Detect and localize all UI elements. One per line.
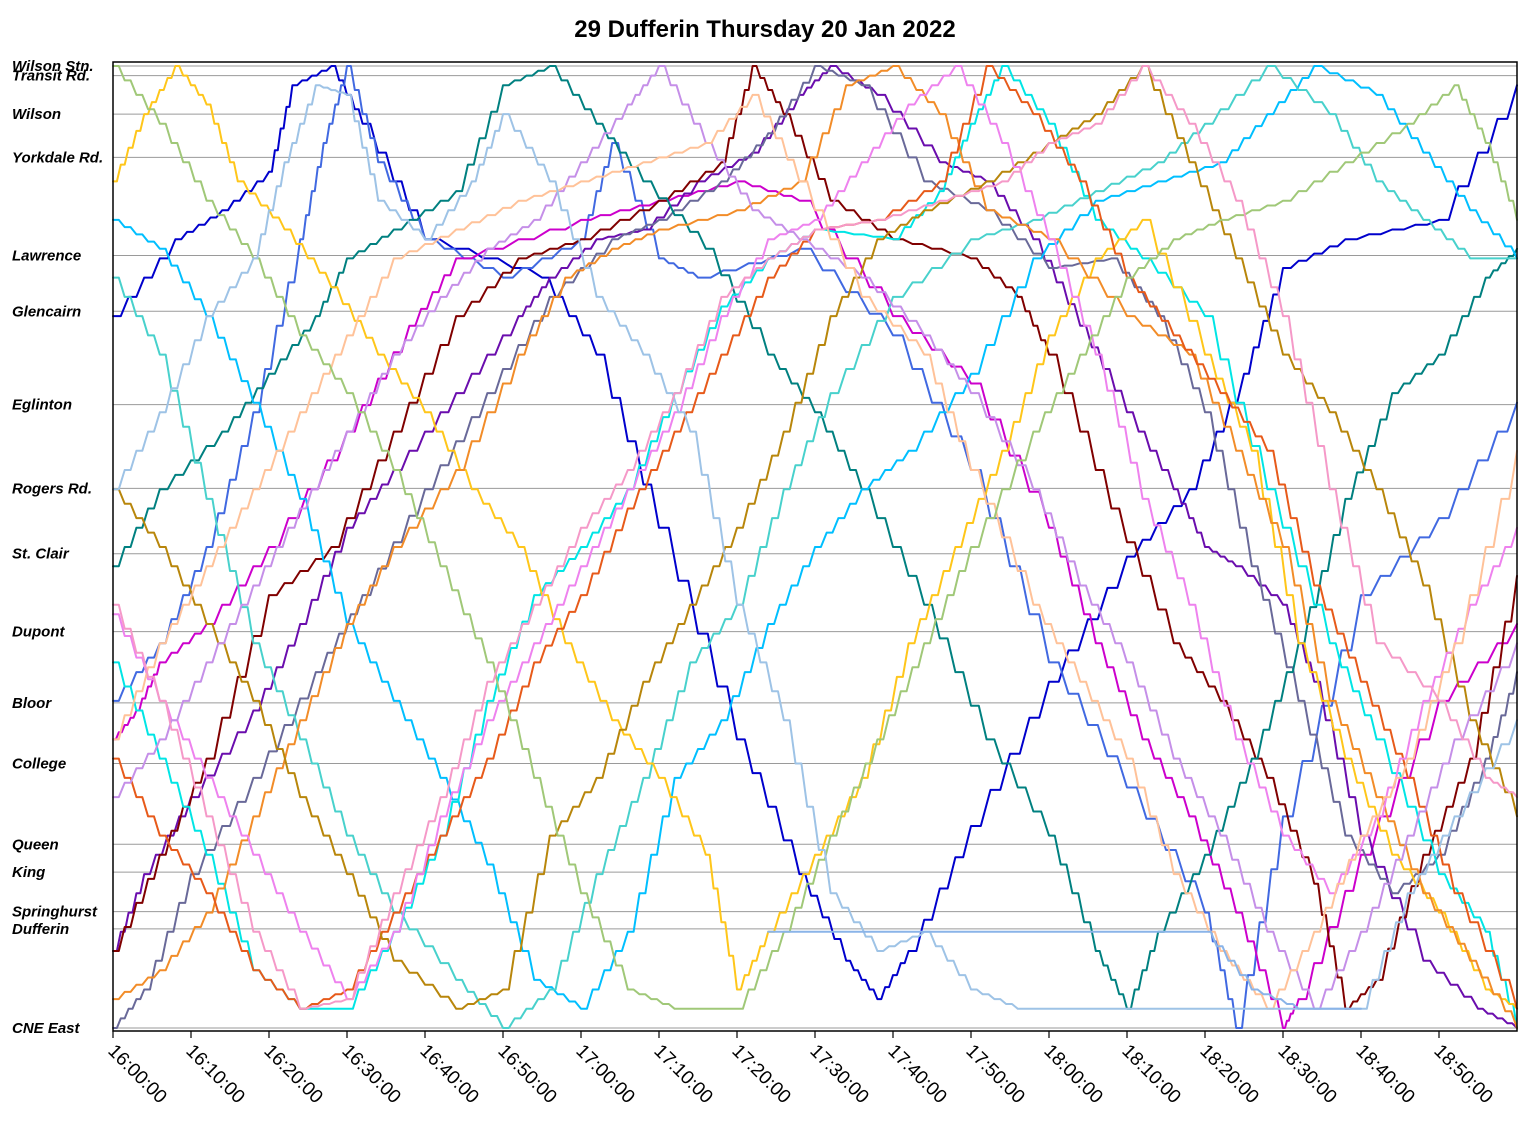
time-axis: 16:00:00 16:10:00 16:20:00 16:30:00 16:40:00… (103, 1031, 1497, 1108)
x-tick-label: 17:20:00 (727, 1041, 794, 1108)
trip-line (112, 180, 1518, 1029)
x-tick-label: 16:50:00 (493, 1041, 560, 1108)
x-tick-label: 16:20:00 (259, 1041, 326, 1108)
x-tick-label: 16:10:00 (181, 1041, 248, 1108)
trip-line (767, 930, 1362, 1010)
x-tick-label: 17:50:00 (961, 1041, 1028, 1108)
x-tick-label: 17:10:00 (649, 1041, 716, 1108)
stop-label: CNE East (12, 1020, 81, 1037)
trip-line (112, 93, 1518, 1010)
trip-line (112, 65, 1518, 1010)
stop-label: Rogers Rd. (12, 480, 92, 497)
trip-line (112, 65, 1518, 1029)
trip-line (112, 65, 1518, 1029)
trip-line (112, 65, 1518, 1029)
stop-labels: Wilson Stn.Transit Rd. Wilson Yorkdale Rd.… (12, 58, 103, 1037)
stop-label: Springhurst (12, 904, 98, 921)
trip-line (112, 65, 1518, 1010)
stop-label: Dufferin (12, 921, 69, 938)
stop-label: Wilson Stn. (12, 58, 94, 75)
x-tick-label: 18:20:00 (1195, 1041, 1262, 1108)
stop-label: Wilson (12, 106, 61, 123)
trip-line (112, 65, 1518, 1010)
stop-label: King (12, 864, 45, 881)
x-tick-label: 16:40:00 (415, 1041, 482, 1108)
trip-lines (112, 65, 1518, 1029)
x-tick-label: 16:00:00 (103, 1041, 170, 1108)
chart-title: 29 Dufferin Thursday 20 Jan 2022 (574, 16, 956, 43)
trip-line (112, 65, 1518, 1029)
x-tick-label: 18:40:00 (1351, 1041, 1418, 1108)
stop-label: Transit Rd. (12, 68, 90, 85)
x-tick-label: 17:30:00 (805, 1041, 872, 1108)
x-tick-label: 17:00:00 (571, 1041, 638, 1108)
stop-label: Bloor (12, 695, 52, 712)
trip-line (112, 65, 1518, 1029)
trip-line (112, 65, 1518, 1010)
trip-line (112, 84, 1518, 1010)
x-tick-label: 17:40:00 (883, 1041, 950, 1108)
x-tick-label: 18:10:00 (1117, 1041, 1184, 1108)
x-tick-label: 18:50:00 (1429, 1041, 1496, 1108)
trip-line (112, 65, 1518, 1010)
stop-label: Dupont (12, 624, 65, 641)
stop-label: Glencairn (12, 303, 81, 320)
stop-label: College (12, 755, 66, 772)
x-tick-label: 16:30:00 (337, 1041, 404, 1108)
trip-line (112, 65, 1518, 1001)
trip-line (112, 65, 1518, 1010)
stop-label: Lawrence (12, 248, 81, 265)
x-tick-label: 18:30:00 (1273, 1041, 1340, 1108)
stop-label: Queen (12, 836, 59, 853)
x-tick-label: 18:00:00 (1039, 1041, 1106, 1108)
stop-label: St. Clair (12, 546, 70, 563)
stop-label: Yorkdale Rd. (12, 149, 103, 166)
trip-line (112, 65, 1518, 1010)
trip-line (112, 65, 1518, 1010)
stop-label: Eglinton (12, 397, 72, 414)
trip-line (112, 65, 1518, 1001)
